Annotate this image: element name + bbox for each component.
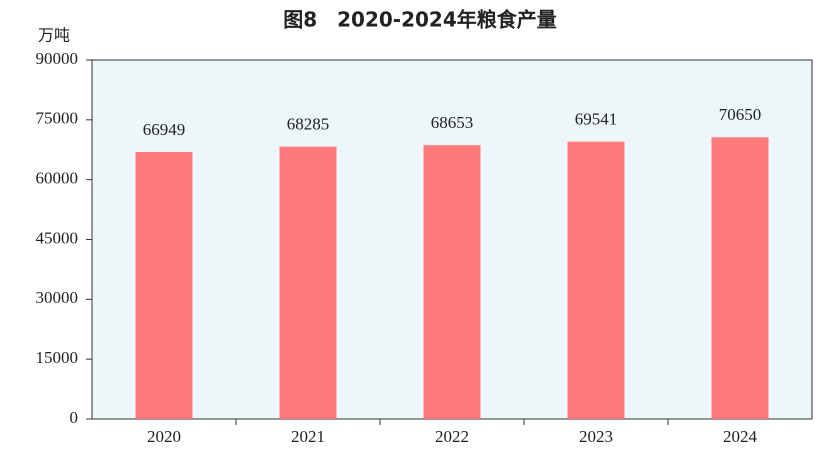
x-tick-label: 2020: [147, 427, 181, 446]
y-tick-label: 60000: [36, 169, 79, 188]
x-tick-label: 2024: [723, 427, 758, 446]
x-tick-label: 2022: [435, 427, 469, 446]
x-tick-label: 2021: [291, 427, 325, 446]
bar: [135, 151, 193, 419]
bar: [423, 145, 481, 419]
x-tick-label: 2023: [579, 427, 613, 446]
data-label: 69541: [575, 110, 618, 129]
data-label: 68653: [431, 113, 474, 132]
y-tick-label: 30000: [36, 288, 79, 307]
y-tick-label: 45000: [36, 228, 79, 247]
bar: [567, 141, 625, 419]
y-axis-label: 万吨: [38, 26, 70, 45]
y-tick-label: 0: [70, 408, 79, 427]
chart-title: 图8 2020-2024年粮食产量: [283, 8, 557, 32]
bar: [711, 137, 769, 419]
data-label: 70650: [719, 105, 762, 124]
data-label: 68285: [287, 115, 330, 134]
y-tick-label: 75000: [36, 109, 79, 128]
y-tick-label: 90000: [36, 49, 79, 68]
y-tick-label: 15000: [36, 348, 79, 367]
bar: [279, 146, 337, 420]
data-label: 66949: [143, 120, 186, 139]
